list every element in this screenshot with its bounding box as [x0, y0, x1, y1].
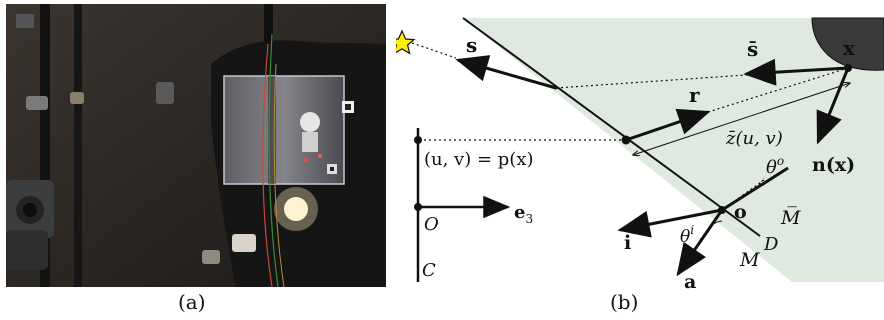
caption-b: (b)	[610, 290, 639, 314]
ray-s-bar	[743, 58, 849, 86]
capture-rig-photo	[6, 4, 386, 287]
label-c: C	[422, 260, 436, 281]
label-d: D	[763, 234, 779, 255]
label-a: a	[684, 271, 696, 290]
dotted-theta-i	[699, 209, 723, 241]
label-x: x	[843, 36, 856, 60]
object-body	[811, 17, 884, 71]
label-o: o	[734, 201, 747, 223]
label-e3: e3	[514, 202, 533, 226]
normal-n	[816, 67, 850, 145]
point-x	[844, 64, 852, 72]
geometry-diagram: s s̄ x r z̄(u, v) n(x) θo o M̅ D M i θi …	[396, 17, 884, 290]
vector-i	[617, 208, 723, 238]
label-n: n(x)	[812, 154, 855, 176]
arc-theta-i	[705, 220, 723, 233]
vector-o	[721, 166, 789, 212]
label-theta-o: θo	[766, 154, 784, 178]
ray-s	[455, 55, 557, 90]
label-theta-i: θi	[680, 223, 694, 247]
interface-line	[462, 17, 761, 237]
arc-theta-o	[752, 177, 765, 191]
refraction-point	[554, 86, 558, 90]
vector-a	[676, 209, 724, 277]
star-ray	[411, 42, 457, 59]
label-zbar: z̄(u, v)	[725, 128, 783, 149]
point-o	[718, 206, 726, 214]
label-s: s	[466, 33, 477, 57]
label-i: i	[624, 232, 631, 254]
label-s-bar: s̄	[747, 37, 758, 61]
pixel-point	[414, 136, 422, 144]
label-r: r	[689, 83, 700, 107]
label-uv: (u, v) = p(x)	[424, 149, 534, 170]
photo-illustration	[6, 4, 386, 287]
label-origin: O	[424, 214, 439, 235]
label-m: M	[739, 249, 760, 271]
label-m-bar: M̅	[780, 207, 801, 229]
star-icon	[396, 29, 416, 55]
ray-dotted-x	[555, 67, 849, 89]
caption-a: (a)	[178, 290, 206, 314]
zbar-dimension	[633, 83, 850, 155]
